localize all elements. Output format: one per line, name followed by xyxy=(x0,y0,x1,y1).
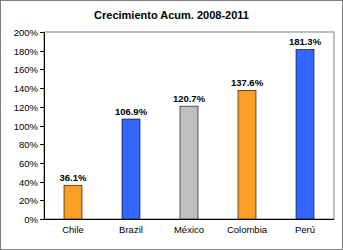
tick-label: 20% xyxy=(19,195,39,206)
tick-mark xyxy=(40,107,44,108)
bar xyxy=(238,90,256,219)
tick-label: 160% xyxy=(14,64,39,75)
tick-label: 60% xyxy=(19,158,39,169)
tick-mark xyxy=(40,200,44,201)
data-label: 181.3% xyxy=(289,36,322,47)
bar xyxy=(64,185,82,219)
tick-label: 0% xyxy=(24,214,38,225)
tick-label: 120% xyxy=(14,102,39,113)
x-axis xyxy=(44,219,334,220)
bar xyxy=(180,106,198,219)
tick-label: 80% xyxy=(19,139,39,150)
y-axis xyxy=(44,32,45,219)
tick-mark xyxy=(40,69,44,70)
tick-mark xyxy=(40,88,44,89)
bar xyxy=(122,119,140,219)
data-label: 120.7% xyxy=(173,93,206,104)
title: Crecimiento Acum. 2008-2011 xyxy=(94,9,249,21)
bars xyxy=(64,49,314,219)
plot-frame xyxy=(44,32,334,219)
category-label: Colombia xyxy=(227,224,268,235)
tick-label: 140% xyxy=(14,83,39,94)
chart-border xyxy=(1,1,343,250)
tick-mark xyxy=(40,32,44,33)
tick-mark xyxy=(40,51,44,52)
data-label: 106.9% xyxy=(115,106,148,117)
category-label: México xyxy=(174,224,204,235)
tick-mark xyxy=(40,163,44,164)
chart: Crecimiento Acum. 2008-2011 0% 20% 40% 60% 80… xyxy=(0,0,343,250)
category-label: Brazil xyxy=(119,224,143,235)
category-label: Chile xyxy=(62,224,84,235)
tick-label: 200% xyxy=(14,27,39,38)
tick-mark xyxy=(40,126,44,127)
data-label: 137.6% xyxy=(231,77,264,88)
tick-label: 40% xyxy=(19,177,39,188)
tick-label: 100% xyxy=(14,121,39,132)
tick-mark xyxy=(40,219,44,220)
bar xyxy=(296,49,314,219)
tick-mark xyxy=(40,144,44,145)
category-label: Perú xyxy=(295,224,315,235)
data-label: 36.1% xyxy=(60,172,87,183)
tick-label: 180% xyxy=(14,46,39,57)
tick-mark xyxy=(40,182,44,183)
